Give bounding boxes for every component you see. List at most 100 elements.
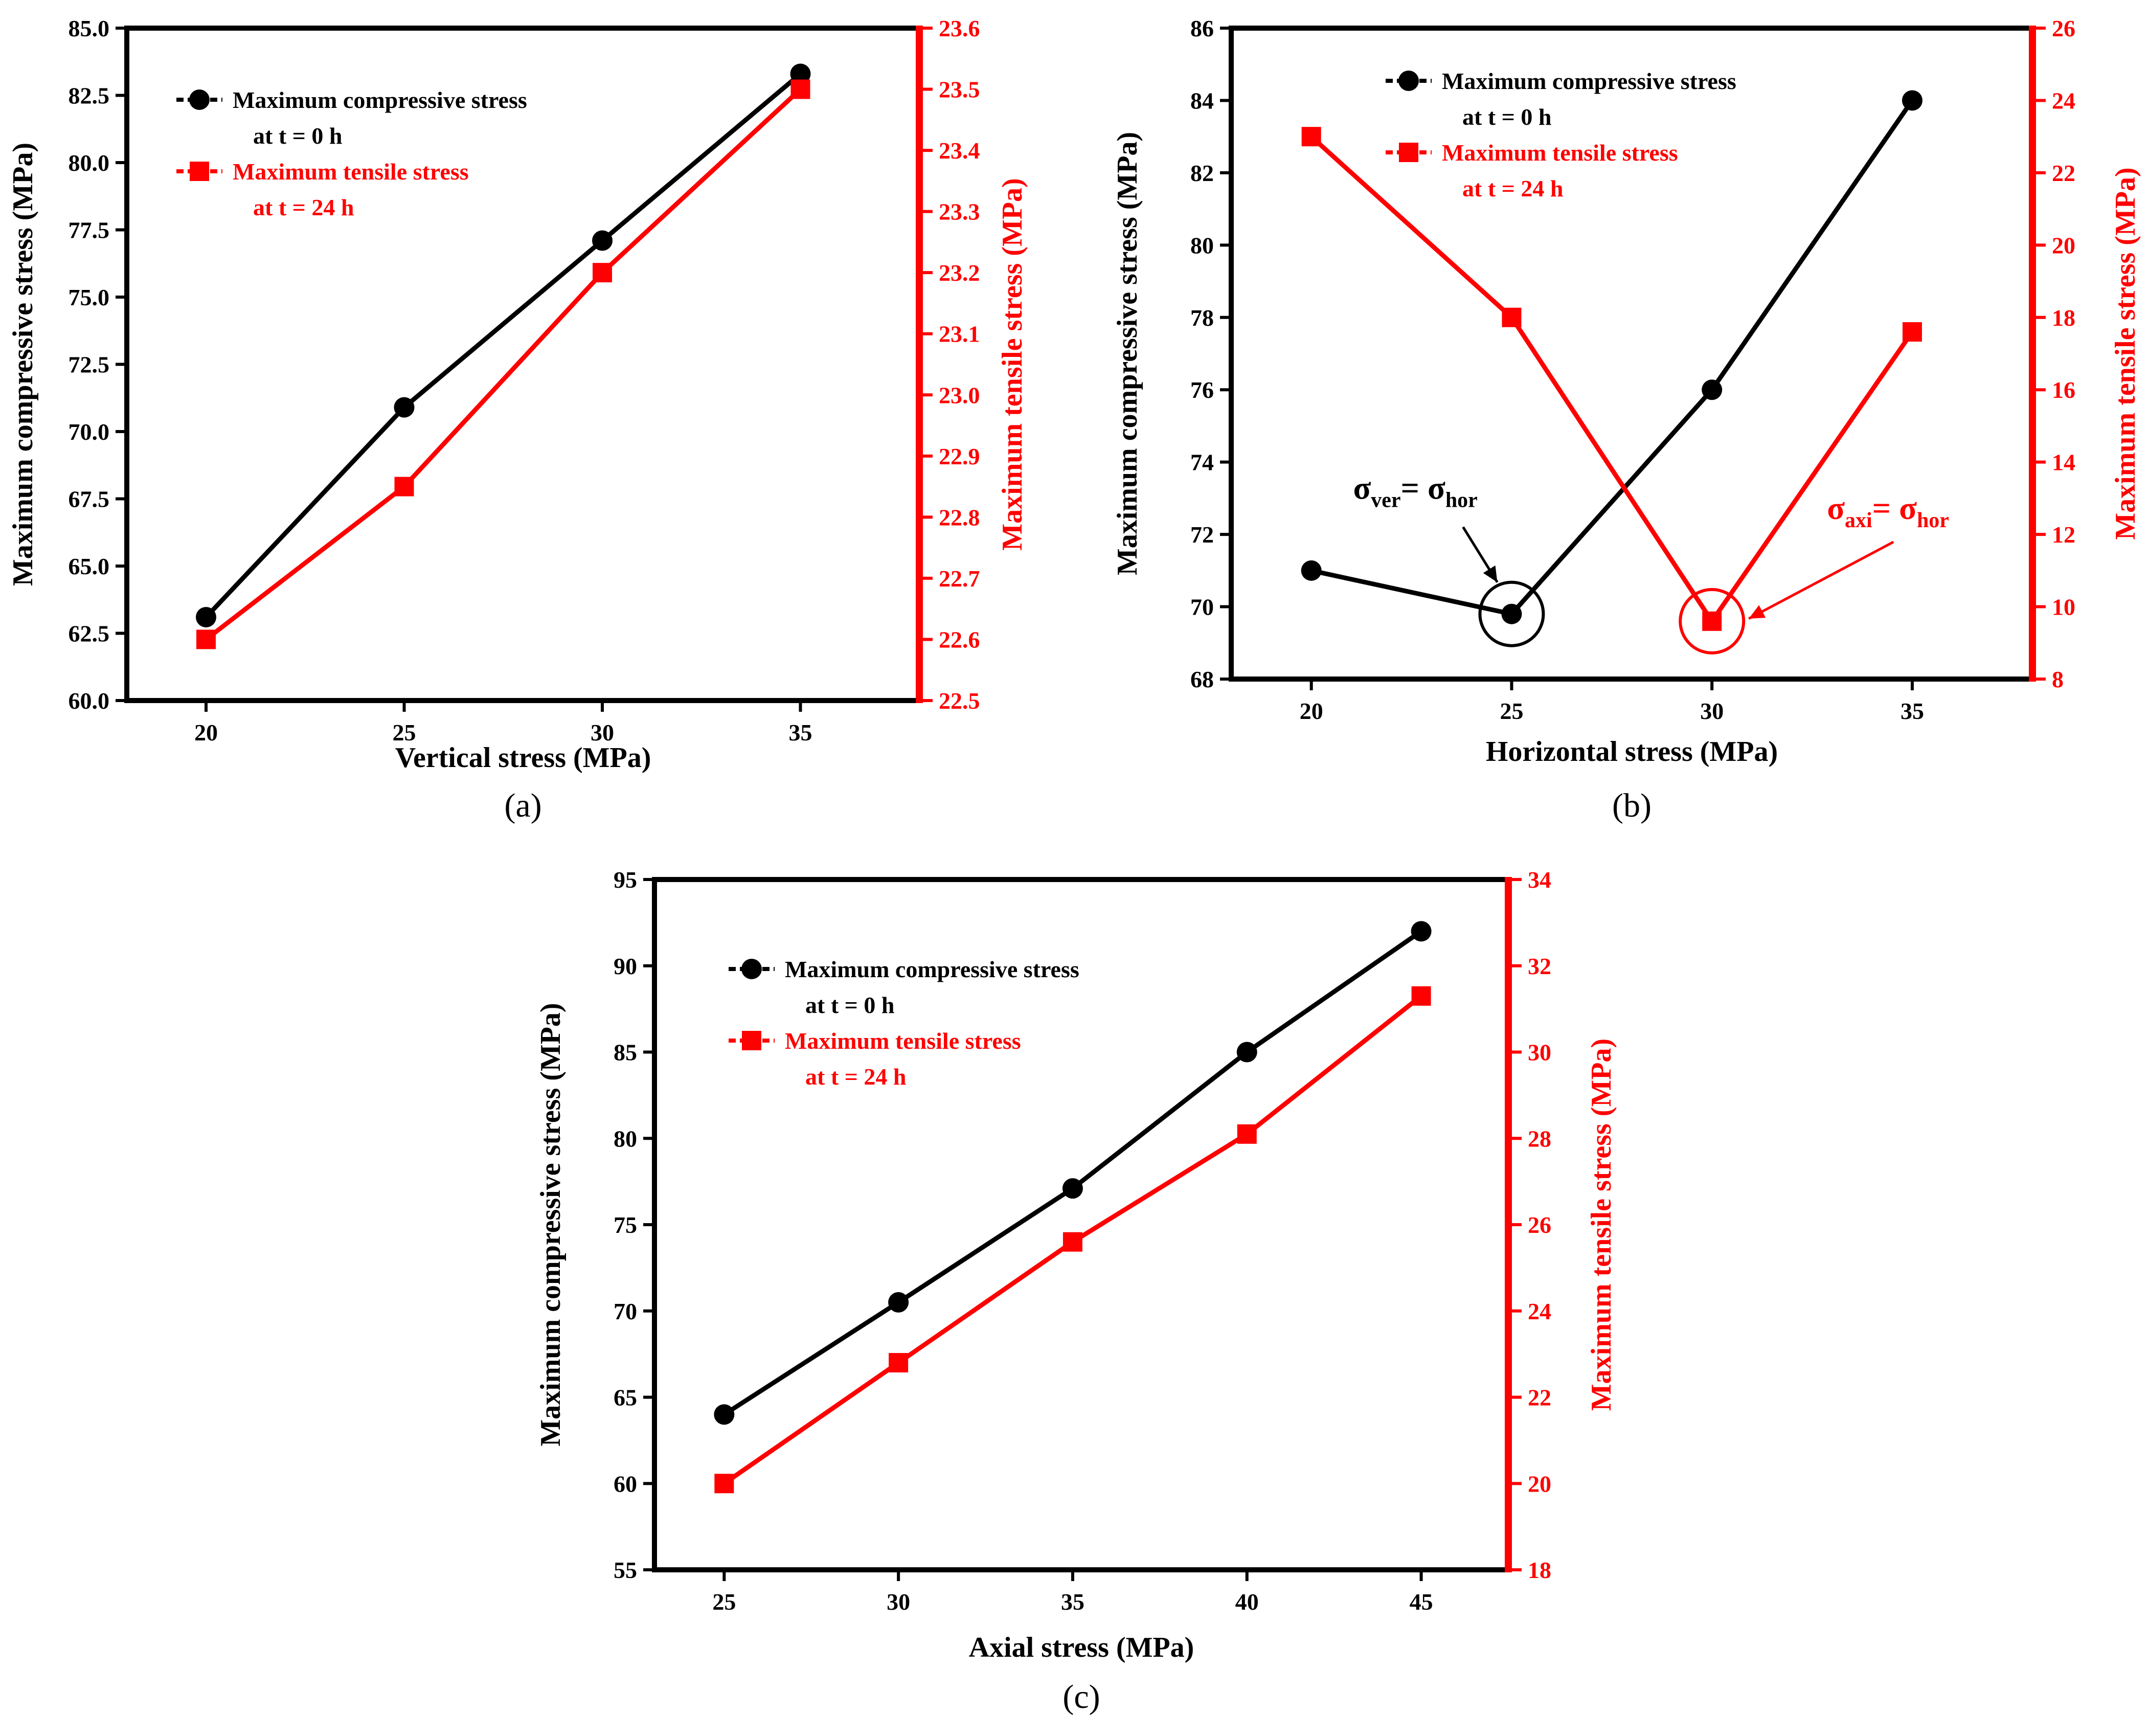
annotation-label-sub2: hor	[1445, 489, 1478, 512]
x-tick-label: 35	[1061, 1589, 1084, 1615]
data-point-compressive	[790, 63, 811, 84]
chart-b: 20 25 30 35 68 70 72 74 76 78 80 82 84 86 8 10 12 14 16 18 2…	[1112, 15, 2141, 824]
legend-sublabel-compressive: at t = 0 h	[1462, 104, 1551, 130]
legend-label-tensile: Maximum tensile stress	[1442, 140, 1678, 166]
y-right-tick-label: 22.6	[939, 626, 980, 652]
chart-caption: (b)	[1612, 787, 1652, 824]
data-point-tensile	[714, 1474, 734, 1494]
y-left-tick-label: 80	[614, 1125, 637, 1152]
x-tick-label: 25	[1500, 698, 1523, 724]
data-point-tensile	[394, 477, 414, 497]
data-point-compressive	[394, 397, 415, 418]
legend-label-compressive: Maximum compressive stress	[233, 87, 527, 113]
y-right-tick-label: 24	[1528, 1298, 1551, 1324]
legend-sublabel-tensile: at t = 24 h	[805, 1064, 906, 1090]
data-point-compressive	[196, 606, 216, 627]
x-tick-label: 30	[887, 1589, 910, 1615]
chart-c: 25 30 35 40 45 55 60 65 70 75 80 85 90 95 18 20 22 24 26 28…	[535, 867, 1617, 1716]
y-right-tick-label: 20	[2052, 232, 2075, 258]
series-line-compressive	[204, 72, 802, 619]
legend: Maximum compressive stress at t = 0 h Maxi…	[176, 87, 527, 220]
x-axis-label: Vertical stress (MPa)	[395, 742, 651, 774]
y-right-tick-label: 22.7	[939, 566, 980, 592]
y-left-tick-label: 72.5	[69, 352, 110, 378]
series-line-compressive	[1310, 99, 1914, 617]
data-point-tensile	[1702, 611, 1722, 631]
x-axis-label: Axial stress (MPa)	[969, 1632, 1194, 1663]
y-left-tick-label: 84	[1190, 87, 1214, 114]
y-left-tick-label: 72	[1190, 522, 1214, 548]
legend-marker-tensile	[742, 1031, 761, 1050]
y-right-tick-label: 22.8	[939, 504, 980, 530]
x-axis-label: Horizontal stress (MPa)	[1486, 736, 1778, 768]
x-tick-label: 30	[591, 719, 614, 746]
y-right-tick-label: 23.1	[939, 321, 980, 347]
series-line-tensile	[1309, 134, 1914, 624]
x-tick-label: 40	[1235, 1589, 1259, 1615]
annotation-label-main: σ	[1353, 470, 1371, 506]
legend-label-compressive: Maximum compressive stress	[785, 956, 1079, 982]
data-point-tensile	[196, 629, 216, 649]
data-point-tensile	[1062, 1232, 1082, 1252]
y-left-tick-label: 60	[614, 1471, 637, 1497]
annotation-arrow-line	[1748, 540, 1894, 620]
x-tick-label: 30	[1700, 698, 1724, 724]
y-right-tick-label: 23.0	[939, 382, 980, 408]
data-point-compressive	[714, 1404, 735, 1425]
y-right-tick-label: 10	[2052, 594, 2075, 620]
data-point-compressive	[1062, 1178, 1083, 1199]
data-point-tensile	[1237, 1124, 1257, 1144]
y-right-tick-label: 26	[1528, 1212, 1551, 1238]
y-left-tick-label: 70	[614, 1298, 637, 1324]
annotation-arrow-head	[1749, 605, 1766, 619]
y-right-tick-label: 34	[1528, 867, 1551, 893]
y-right-tick-label: 16	[2052, 377, 2075, 403]
annotation-label-eq: = σ	[1872, 490, 1917, 526]
y-right-tick-label: 30	[1528, 1040, 1551, 1066]
y-right-tick-label: 8	[2052, 666, 2064, 692]
y-left-tick-label: 75.0	[69, 284, 110, 310]
y-left-tick-label: 70	[1190, 594, 1214, 620]
x-tick-label: 25	[393, 719, 416, 746]
data-point-tensile	[790, 79, 810, 99]
legend-sublabel-tensile: at t = 24 h	[253, 194, 354, 220]
data-point-tensile	[1411, 986, 1431, 1006]
legend-label-tensile: Maximum tensile stress	[785, 1028, 1021, 1054]
data-point-tensile	[593, 263, 612, 283]
y-left-tick-label: 67.5	[69, 486, 110, 512]
annotation-sigma-axi-eq-hor: σaxi= σhor	[1679, 490, 1949, 655]
annotation-circle	[1679, 588, 1746, 655]
data-point-compressive	[888, 1292, 909, 1313]
annotation-label: σver= σhor	[1353, 470, 1477, 512]
legend: Maximum compressive stress at t = 0 h Maxi…	[1386, 68, 1736, 201]
data-point-compressive	[1236, 1042, 1257, 1063]
data-point-compressive	[592, 230, 613, 251]
y-left-tick-label: 65	[614, 1385, 637, 1411]
annotation-label-sub1: axi	[1845, 509, 1872, 532]
y-right-tick-label: 28	[1528, 1125, 1551, 1152]
data-point-compressive	[1702, 379, 1723, 400]
y-left-tick-label: 70.0	[69, 419, 110, 445]
legend: Maximum compressive stress at t = 0 h Maxi…	[729, 956, 1079, 1090]
y-left-tick-label: 95	[614, 867, 637, 893]
y-right-tick-label: 23.6	[939, 15, 980, 41]
data-point-tensile	[1502, 307, 1522, 327]
y-left-axis-label: Maximum compressive stress (MPa)	[7, 143, 39, 586]
data-point-tensile	[889, 1353, 909, 1372]
legend-sublabel-tensile: at t = 24 h	[1462, 175, 1563, 201]
y-left-tick-label: 78	[1190, 305, 1214, 331]
y-left-tick-label: 82.5	[69, 83, 110, 109]
y-right-tick-label: 22	[1528, 1385, 1551, 1411]
y-right-tick-label: 18	[1528, 1557, 1551, 1583]
y-left-tick-label: 77.5	[69, 217, 110, 243]
annotation-label-eq: = σ	[1401, 470, 1445, 506]
y-right-tick-label: 14	[2052, 449, 2075, 476]
data-point-compressive	[1501, 603, 1522, 624]
y-left-tick-label: 76	[1190, 377, 1214, 403]
y-left-tick-label: 65.0	[69, 553, 110, 579]
legend-label-compressive: Maximum compressive stress	[1442, 68, 1736, 94]
y-right-tick-label: 22	[2052, 160, 2075, 186]
x-tick-label: 20	[194, 719, 218, 746]
y-right-tick-label: 20	[1528, 1471, 1551, 1497]
